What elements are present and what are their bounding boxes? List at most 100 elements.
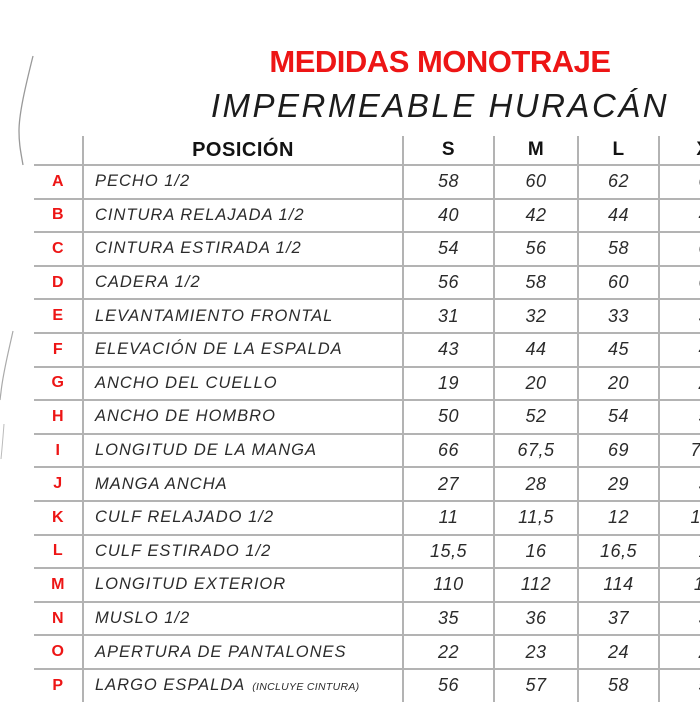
value-s: 15,5 [402, 535, 493, 568]
value-m: 16 [493, 535, 577, 568]
value-m: 56 [493, 233, 577, 265]
row-label: APERTURA DE PANTALONES [82, 636, 402, 668]
value-m: 67,5 [493, 434, 577, 467]
row-label-note: (INCLUYE CINTURA) [252, 681, 360, 694]
table-row: E LEVANTAMIENTO FRONTAL 31 32 33 34 [34, 298, 700, 332]
table-row: A PECHO 1/2 58 60 62 64 [34, 164, 700, 198]
row-label: LEVANTAMIENTO FRONTAL [82, 300, 402, 332]
row-label: CULF RELAJADO 1/2 [82, 501, 402, 534]
value-xl: 34 [658, 300, 700, 332]
value-xl: 38 [658, 602, 700, 635]
value-l: 29 [577, 468, 658, 500]
row-label-text: CINTURA ESTIRADA 1/2 [95, 239, 302, 258]
row-letter: J [53, 475, 63, 493]
value-xl: 70,5 [658, 434, 700, 467]
value-xl: 60 [658, 233, 700, 265]
value-l: 45 [577, 333, 658, 366]
value-s: 40 [402, 199, 493, 232]
page-title: MEDIDAS MONOTRAJE [269, 44, 611, 79]
table-row: P LARGO ESPALDA (INCLUYE CINTURA) 56 57 5… [34, 667, 700, 702]
header-posicion: POSICIÓN [82, 136, 402, 164]
value-l: 20 [577, 367, 658, 400]
row-label: CULF ESTIRADO 1/2 [82, 535, 402, 568]
row-label: MUSLO 1/2 [82, 602, 402, 635]
value-l: 58 [577, 233, 658, 265]
row-label-text: PECHO 1/2 [95, 172, 191, 191]
table-row: I LONGITUD DE LA MANGA 66 67,5 69 70,5 [34, 432, 700, 467]
value-s: 56 [402, 669, 493, 702]
row-letter: L [52, 542, 64, 560]
value-l: 60 [577, 266, 658, 299]
row-label: CADERA 1/2 [82, 266, 402, 299]
table-row: L CULF ESTIRADO 1/2 15,5 16 16,5 17 [34, 533, 700, 568]
row-letter: I [55, 441, 61, 459]
table-header-row: POSICIÓN S M L XL [34, 136, 700, 164]
row-label-text: ELEVACIÓN DE LA ESPALDA [95, 340, 343, 359]
value-xl: 46 [658, 333, 700, 366]
row-letter: G [51, 374, 65, 392]
row-label-text: MANGA ANCHA [95, 474, 228, 493]
value-s: 35 [402, 602, 493, 635]
row-label-text: CULF RELAJADO 1/2 [95, 508, 275, 527]
row-letter: E [52, 307, 64, 325]
value-l: 37 [577, 602, 658, 635]
row-letter: K [51, 508, 65, 526]
row-label: PECHO 1/2 [82, 166, 402, 198]
table-row: D CADERA 1/2 56 58 60 62 [34, 264, 700, 299]
value-l: 16,5 [577, 535, 658, 568]
table-row: G ANCHO DEL CUELLO 19 20 20 21 [34, 365, 700, 400]
value-m: 112 [493, 569, 577, 601]
header-letter-cell [34, 136, 82, 164]
value-l: 54 [577, 401, 658, 433]
row-label: ANCHO DEL CUELLO [82, 367, 402, 400]
value-m: 11,5 [493, 501, 577, 534]
value-l: 69 [577, 434, 658, 467]
value-s: 11 [402, 501, 493, 534]
table-row: K CULF RELAJADO 1/2 11 11,5 12 12,5 [34, 499, 700, 534]
value-xl: 21 [658, 367, 700, 400]
value-xl: 46 [658, 199, 700, 232]
row-letter: P [52, 676, 64, 694]
page-subtitle: IMPERMEABLE HURACÁN [210, 87, 670, 124]
table-row: B CINTURA RELAJADA 1/2 40 42 44 46 [34, 197, 700, 232]
row-label: LARGO ESPALDA (INCLUYE CINTURA) [82, 669, 402, 702]
value-m: 42 [493, 199, 577, 232]
row-label-text: MUSLO 1/2 [95, 609, 191, 628]
value-xl: 116 [658, 569, 700, 601]
row-label-text: LARGO ESPALDA [95, 676, 246, 695]
row-label: ELEVACIÓN DE LA ESPALDA [82, 333, 402, 366]
table-row: C CINTURA ESTIRADA 1/2 54 56 58 60 [34, 231, 700, 265]
row-label-text: ANCHO DEL CUELLO [95, 373, 278, 392]
row-label-text: CADERA 1/2 [95, 273, 201, 292]
value-m: 58 [493, 266, 577, 299]
value-l: 24 [577, 636, 658, 668]
value-l: 62 [577, 166, 658, 198]
table-row: H ANCHO DE HOMBRO 50 52 54 56 [34, 399, 700, 433]
row-label-text: ANCHO DE HOMBRO [95, 407, 276, 426]
header-size-m: M [493, 136, 577, 164]
value-m: 23 [493, 636, 577, 668]
row-label-text: LONGITUD DE LA MANGA [95, 441, 318, 460]
value-s: 110 [402, 569, 493, 601]
row-letter: D [51, 273, 65, 291]
value-l: 114 [577, 569, 658, 601]
row-label-text: APERTURA DE PANTALONES [95, 642, 347, 661]
value-l: 12 [577, 501, 658, 534]
value-m: 44 [493, 333, 577, 366]
table-row: F ELEVACIÓN DE LA ESPALDA 43 44 45 46 [34, 331, 700, 366]
value-m: 60 [493, 166, 577, 198]
value-xl: 12,5 [658, 501, 700, 534]
row-label-text: CINTURA RELAJADA 1/2 [95, 205, 305, 224]
row-label-text: LEVANTAMIENTO FRONTAL [95, 306, 334, 325]
value-s: 50 [402, 401, 493, 433]
value-s: 22 [402, 636, 493, 668]
row-letter: H [51, 407, 65, 425]
value-xl: 62 [658, 266, 700, 299]
value-m: 32 [493, 300, 577, 332]
row-letter: F [52, 340, 64, 358]
header-size-s: S [402, 136, 493, 164]
table-row: O APERTURA DE PANTALONES 22 23 24 25 [34, 634, 700, 668]
table-row: N MUSLO 1/2 35 36 37 38 [34, 600, 700, 635]
value-xl: 59 [658, 669, 700, 702]
row-letter: A [51, 172, 65, 190]
